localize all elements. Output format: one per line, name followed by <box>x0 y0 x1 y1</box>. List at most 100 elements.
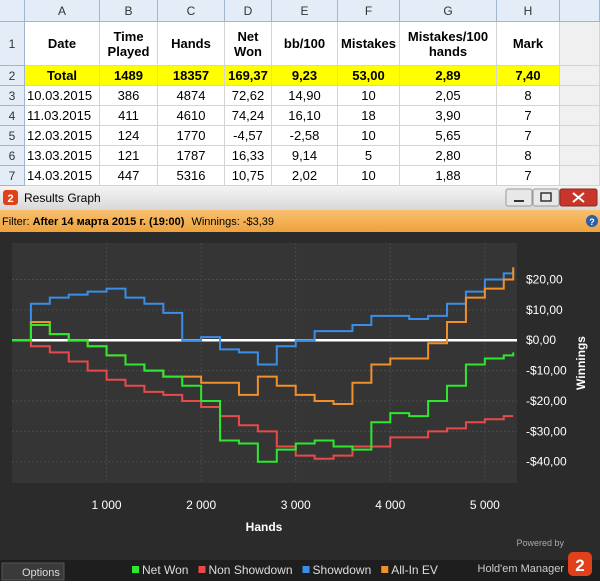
cell <box>560 166 600 186</box>
bottom-bar <box>0 560 600 581</box>
series-line <box>12 339 514 460</box>
filter-label: Filter: <box>2 216 30 228</box>
series-line <box>12 324 515 463</box>
chart: 2 Results Graph Filter: After 14 марта 2… <box>0 186 600 581</box>
cell <box>560 86 600 106</box>
cell: Date <box>25 22 100 66</box>
cell: 121 <box>100 146 158 166</box>
cell: bb/100 <box>272 22 338 66</box>
cell: 2,02 <box>272 166 338 186</box>
legend-label: Non Showdown <box>208 563 292 577</box>
cell: 9,23 <box>272 66 338 86</box>
cell <box>560 146 600 166</box>
cell: 7,40 <box>497 66 560 86</box>
cell: H <box>497 0 560 22</box>
cell: -4,57 <box>225 126 272 146</box>
y-tick-label: -$20,00 <box>526 394 567 408</box>
window-title: Results Graph <box>24 191 101 205</box>
cell: 1770 <box>158 126 225 146</box>
legend-swatch <box>302 566 310 573</box>
brand-logo-glyph: 2 <box>575 556 584 575</box>
maximize-button[interactable] <box>532 188 560 207</box>
y-axis-title: Winnings <box>574 336 588 390</box>
y-tick-label: $20,00 <box>526 272 563 286</box>
cell: Time Played <box>100 22 158 66</box>
cell: 16,10 <box>272 106 338 126</box>
cell: Mistakes <box>338 22 400 66</box>
cell: C <box>158 0 225 22</box>
cell: 53,00 <box>338 66 400 86</box>
cell: 1,88 <box>400 166 497 186</box>
filter-bar <box>0 210 600 232</box>
cell: 8 <box>497 146 560 166</box>
cell: Mark <box>497 22 560 66</box>
cell: F <box>338 0 400 22</box>
cell: 13.03.2015 <box>25 146 100 166</box>
cell: 411 <box>100 106 158 126</box>
close-glyph <box>572 192 585 203</box>
cell: 74,24 <box>225 106 272 126</box>
cell: 3 <box>0 86 25 106</box>
cell: 4610 <box>158 106 225 126</box>
cell: 10,75 <box>225 166 272 186</box>
cell: D <box>225 0 272 22</box>
cell: 3,90 <box>400 106 497 126</box>
cell: 10 <box>338 126 400 146</box>
x-axis-title: Hands <box>246 520 283 534</box>
x-tick-label: 5 000 <box>470 498 500 512</box>
x-tick-label: 1 000 <box>92 498 122 512</box>
y-tick-label: $0,00 <box>526 333 556 347</box>
cell: 1 <box>0 22 25 66</box>
cell <box>560 0 600 22</box>
cell: 2,80 <box>400 146 497 166</box>
x-tick-label: 4 000 <box>375 498 405 512</box>
cell: 14.03.2015 <box>25 166 100 186</box>
cell: B <box>100 0 158 22</box>
cell: 7 <box>497 166 560 186</box>
plot-area <box>12 243 517 483</box>
cell: 386 <box>100 86 158 106</box>
y-tick-label: -$40,00 <box>526 455 567 469</box>
cell: 11.03.2015 <box>25 106 100 126</box>
cell: 10 <box>338 86 400 106</box>
cell: 4874 <box>158 86 225 106</box>
cell: 16,33 <box>225 146 272 166</box>
cell: 2 <box>0 66 25 86</box>
x-tick-label: 3 000 <box>281 498 311 512</box>
cell: 169,37 <box>225 66 272 86</box>
cell: 2,05 <box>400 86 497 106</box>
cell: 447 <box>100 166 158 186</box>
cell: Total <box>25 66 100 86</box>
y-tick-label: -$10,00 <box>526 364 567 378</box>
cell <box>560 106 600 126</box>
brand: Hold'em Manager <box>478 563 565 575</box>
cell: 1489 <box>100 66 158 86</box>
cell: A <box>25 0 100 22</box>
cell: 7 <box>497 126 560 146</box>
cell: 7 <box>0 166 25 186</box>
cell: 5 <box>0 126 25 146</box>
cell: 18357 <box>158 66 225 86</box>
cell <box>560 22 600 66</box>
brand-logo <box>568 552 592 576</box>
cell: 12.03.2015 <box>25 126 100 146</box>
options-button[interactable] <box>1 562 65 581</box>
legend-label: Showdown <box>313 563 372 577</box>
legend-label: All-In EV <box>391 563 438 577</box>
cell: 2,89 <box>400 66 497 86</box>
cell: 7 <box>497 106 560 126</box>
cell: 1787 <box>158 146 225 166</box>
series-line <box>12 270 515 366</box>
cell: 124 <box>100 126 158 146</box>
cell: 5,65 <box>400 126 497 146</box>
winnings: Winnings: -$3,39 <box>191 216 274 228</box>
help-button[interactable] <box>586 215 598 227</box>
results-window: 2 Results Graph Filter: After 14 марта 2… <box>0 186 600 581</box>
powered-by: Powered by <box>516 538 564 548</box>
options-label: Options <box>22 567 60 579</box>
title-bar <box>0 186 600 210</box>
minimize-button[interactable] <box>505 188 533 207</box>
cell: -2,58 <box>272 126 338 146</box>
filter-text: Filter: After 14 марта 2015 г. (19:00) W… <box>2 216 274 228</box>
